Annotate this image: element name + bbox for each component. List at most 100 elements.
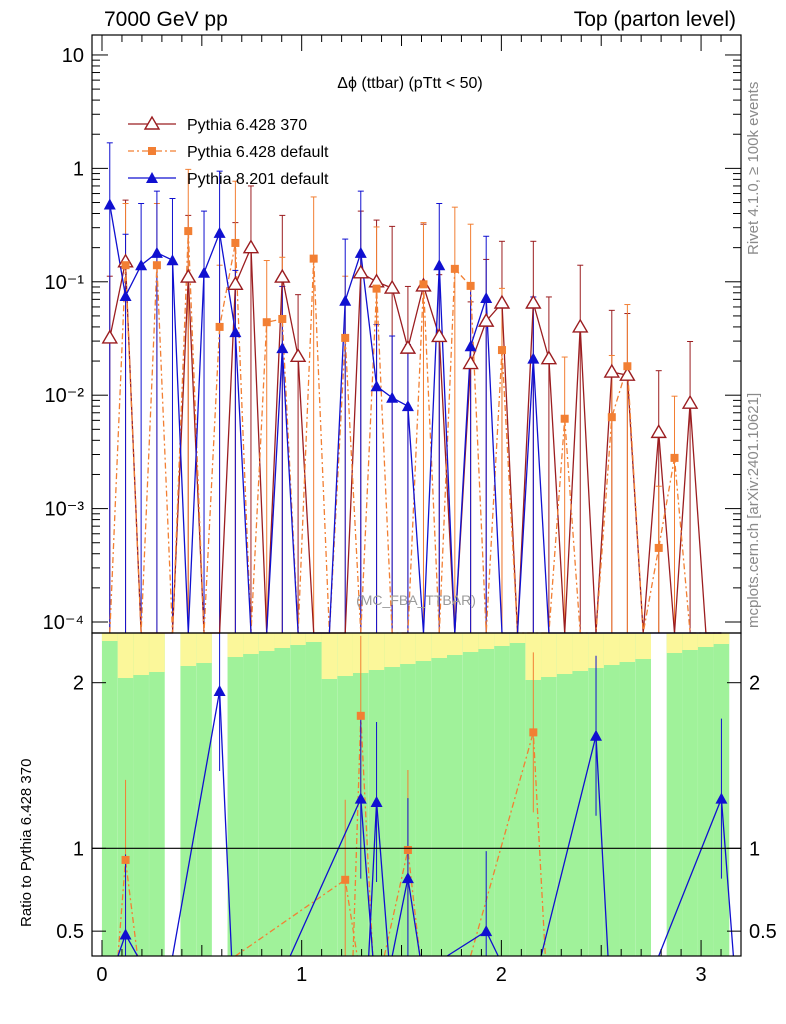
ratio-band-green [274, 633, 291, 956]
pythia8-default-marker [527, 352, 540, 364]
pythia8-default-marker [354, 246, 367, 258]
pythia6-370-marker [274, 268, 291, 283]
pythia6-default-marker [278, 314, 287, 323]
analysis-watermark: (MC_FBA_TTBAR) [356, 592, 476, 608]
y-tick-label: 10 [62, 45, 84, 67]
pythia6-default-marker [341, 333, 350, 342]
pythia6-default-marker [262, 318, 271, 327]
pythia6-370-marker [431, 328, 448, 343]
pythia6-default-marker [450, 264, 459, 273]
pythia6-370-marker [352, 264, 370, 279]
pythia8-default-marker [119, 289, 132, 301]
ratio-band-yellow [431, 633, 448, 658]
ratio-band-yellow [227, 633, 244, 657]
pythia6-default-marker [419, 280, 428, 289]
pythia6-370-marker [227, 275, 244, 291]
ratio-band-yellow [556, 633, 573, 674]
pythia6-370-marker [399, 339, 417, 354]
ratio-band-green [415, 633, 432, 956]
axis-ticks [92, 35, 741, 956]
pythia6-default-marker [152, 261, 161, 270]
ratio-band-yellow [572, 633, 589, 671]
pythia8-default-marker [433, 259, 446, 271]
ratio-band-green [149, 633, 165, 956]
ratio-series-markers [119, 684, 728, 940]
ratio-pythia8-default-marker [715, 792, 728, 804]
pythia8-default-marker [135, 259, 148, 271]
ratio-band-yellow [494, 633, 510, 646]
ratio-band-yellow [509, 633, 526, 643]
ratio-band-yellow [603, 633, 620, 665]
ratio-band-yellow [337, 633, 354, 676]
ratio-band-green [227, 633, 244, 956]
ratio-band-yellow [290, 633, 306, 645]
pythia6-default-marker [466, 281, 475, 290]
ratio-band-green [541, 633, 557, 956]
ratio-band-yellow [149, 633, 165, 672]
ratio-band-yellow [713, 633, 730, 644]
plot-title: Δϕ (ttbar) (pTtt < 50) [337, 75, 482, 92]
pythia6-default-line [109, 231, 722, 634]
x-tick-label: 2 [496, 964, 507, 986]
ratio-band-yellow [541, 633, 557, 677]
ratio-band-yellow [619, 633, 636, 662]
main-series-markers [101, 198, 699, 552]
ratio-band-yellow [415, 633, 432, 661]
pythia6-default-marker [654, 543, 663, 552]
pythia8-default-marker [464, 340, 477, 352]
ratio-band-yellow [117, 633, 134, 678]
pythia6-default-marker [497, 346, 506, 355]
pythia6-370-marker [477, 312, 495, 327]
axis-labels: 10 1 10⁻¹ 10⁻² 10⁻³ 10⁻⁴ 0.5 0.5 1 1 2 2 0 1 2 3 Δϕ (ttb… [43, 45, 777, 986]
ratio-band-green [196, 633, 212, 956]
legend: Pythia 6.428 370 Pythia 6.428 default Pyth… [128, 115, 329, 188]
ratio-band-yellow [682, 633, 698, 650]
ratio-band-green [666, 633, 683, 956]
main-series-lines [109, 204, 722, 634]
ratio-band-green [321, 633, 338, 956]
ratio-band-green [101, 633, 118, 956]
ratio-band-green [509, 633, 526, 956]
ratio-band-green [384, 633, 400, 956]
pythia6-370-marker [540, 350, 558, 365]
ratio-band-yellow [321, 633, 338, 679]
y-tick-label: 10⁻³ [45, 499, 85, 521]
ratio-band-green [243, 633, 259, 956]
ratio-band-yellow [462, 633, 479, 652]
header-right-label: Top (parton level) [573, 8, 736, 31]
ratio-y-tick-label-right: 0.5 [749, 921, 777, 943]
pythia6-370-marker [603, 363, 621, 378]
legend-label-pythia8-default: Pythia 8.201 default [187, 171, 329, 188]
ratio-band-yellow [133, 633, 149, 675]
ratio-band-green [431, 633, 448, 956]
legend-marker-pythia8-default [146, 172, 158, 183]
ratio-band-yellow [180, 633, 197, 666]
ratio-band-green [337, 633, 354, 956]
pythia6-370-marker [462, 355, 479, 370]
pythia6-370-marker [289, 347, 307, 363]
y-tick-label: 10⁻¹ [45, 272, 85, 294]
pythia6-370-marker [101, 329, 118, 344]
ratio-band-green [635, 633, 651, 956]
pythia6-370-marker [650, 423, 667, 439]
y-tick-label: 10⁻² [45, 385, 85, 407]
x-tick-label: 0 [96, 964, 107, 986]
ratio-band-green [603, 633, 620, 956]
ratio-y-tick-label: 2 [73, 673, 84, 695]
ratio-y-tick-label: 0.5 [56, 921, 84, 943]
ratio-band-green [572, 633, 589, 956]
ratio-y-tick-label-right: 2 [749, 673, 760, 695]
legend-marker-pythia6-370 [143, 115, 161, 130]
pythia8-default-marker [480, 291, 493, 303]
pythia6-370-marker [619, 366, 636, 381]
pythia8-default-marker [198, 266, 211, 278]
pythia8-default-marker [386, 391, 399, 403]
pythia8-default-marker [276, 342, 289, 354]
ratio-band-yellow [368, 633, 385, 670]
ratio-pythia8-default-marker [354, 792, 367, 804]
pythia8-default-marker [401, 400, 414, 412]
ratio-band-green [462, 633, 479, 956]
ratio-pythia6-default-marker [529, 728, 538, 737]
pythia6-370-marker [572, 318, 589, 333]
